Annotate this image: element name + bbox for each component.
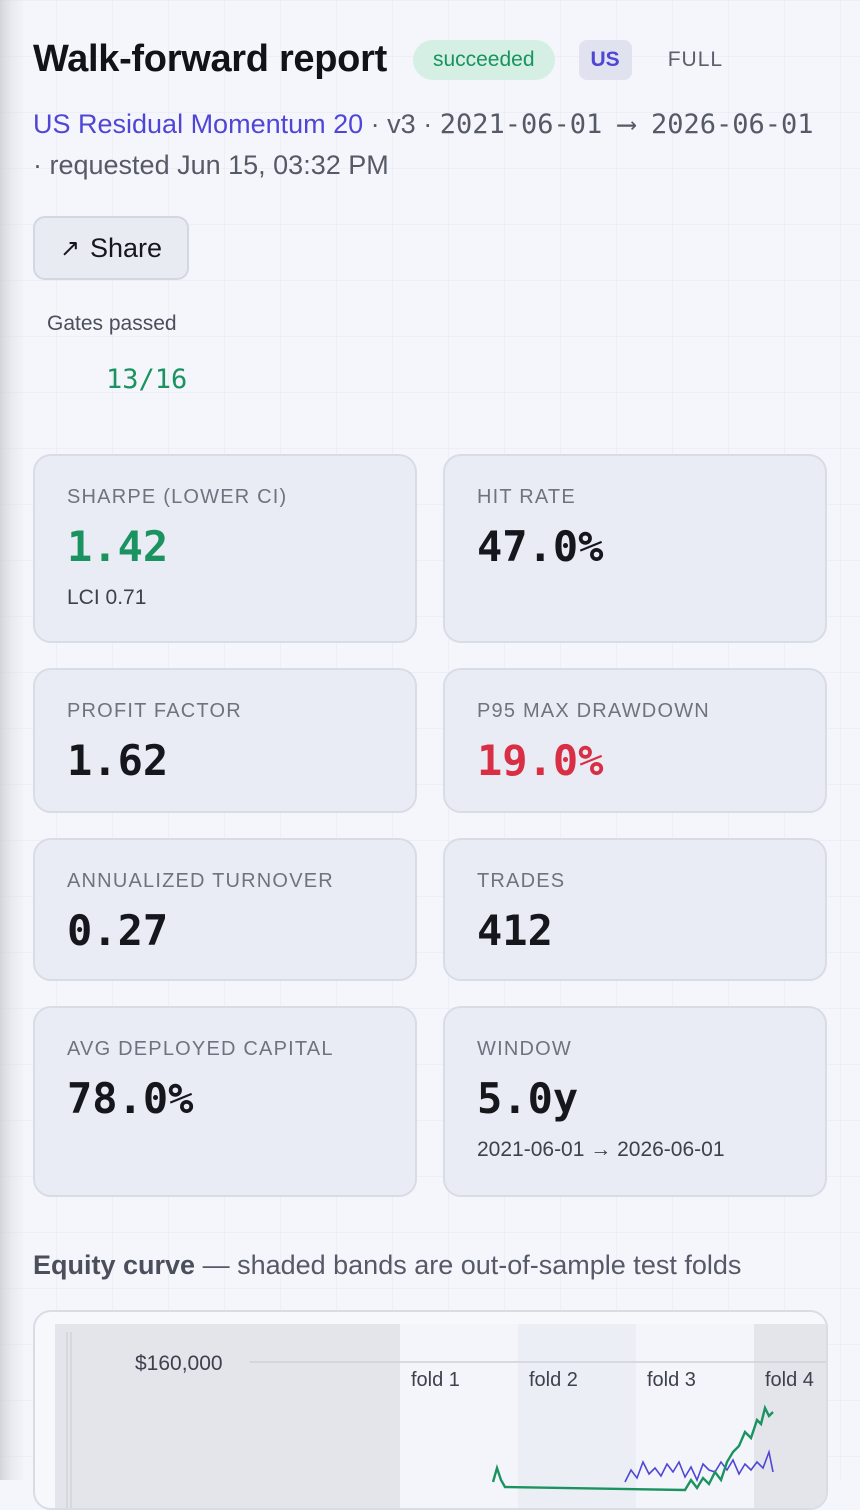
equity-curve-description: — shaded bands are out-of-sample test fo… xyxy=(195,1250,742,1280)
share-button-label: Share xyxy=(90,232,163,263)
fold-label: fold 1 xyxy=(411,1369,460,1391)
fold-label: fold 4 xyxy=(765,1369,814,1391)
metric-label: HIT RATE xyxy=(477,486,576,508)
metric-label: P95 MAX DRAWDOWN xyxy=(477,700,710,722)
gates-passed-label: Gates passed xyxy=(47,312,177,335)
status-badge: succeeded xyxy=(412,39,555,80)
benchmark-equity-line xyxy=(624,1449,774,1483)
report-header: Walk-forward report succeeded US FULL xyxy=(33,38,723,81)
metric-value: 78.0% xyxy=(67,1074,194,1123)
region-badge: US xyxy=(578,39,632,80)
metric-label: SHARPE (LOWER CI) xyxy=(67,486,288,508)
metric-card-trades: TRADES 412 xyxy=(443,838,827,981)
fold-band xyxy=(400,1324,518,1508)
mode-badge: FULL xyxy=(667,47,724,71)
share-button[interactable]: ↗ Share xyxy=(33,216,189,280)
fold-band xyxy=(518,1324,636,1508)
metric-sublabel: LCI 0.71 xyxy=(67,586,147,609)
metric-card-turnover: ANNUALIZED TURNOVER 0.27 xyxy=(33,838,417,981)
metric-value: 19.0% xyxy=(477,736,604,785)
in-sample-region xyxy=(55,1324,400,1508)
equity-curve-title: Equity curve xyxy=(33,1250,196,1280)
metric-card-profit-factor: PROFIT FACTOR 1.62 xyxy=(33,668,417,813)
date-range: 2021-06-01 ⟶ 2026-06-01 xyxy=(439,109,814,140)
fold-label: fold 2 xyxy=(529,1369,578,1391)
metric-value: 1.42 xyxy=(67,522,169,571)
metric-card-window: WINDOW 5.0y 2021-06-01 → 2026-06-01 xyxy=(443,1006,827,1197)
strategy-version: v3 xyxy=(387,109,416,139)
subtitle-separator: · xyxy=(415,109,440,139)
metric-card-deployed-capital: AVG DEPLOYED CAPITAL 78.0% xyxy=(33,1006,417,1197)
equity-curve-svg: $160,000 fold 1 fold 2 fold 3 fold 4 xyxy=(55,1324,826,1508)
page-title: Walk-forward report xyxy=(33,38,387,80)
arrow-up-right-icon: ↗ xyxy=(59,234,81,262)
metric-label: WINDOW xyxy=(477,1038,572,1060)
metric-value: 47.0% xyxy=(477,522,604,571)
metric-card-sharpe: SHARPE (LOWER CI) 1.42 LCI 0.71 xyxy=(33,454,417,643)
metric-label: TRADES xyxy=(477,870,566,892)
fold-band xyxy=(754,1324,826,1508)
strategy-link[interactable]: US Residual Momentum 20 xyxy=(33,109,364,139)
metric-value: 0.27 xyxy=(67,906,169,955)
metric-label: PROFIT FACTOR xyxy=(67,700,242,722)
equity-curve-heading: Equity curve — shaded bands are out-of-s… xyxy=(33,1250,741,1281)
fold-label: fold 3 xyxy=(647,1369,696,1391)
metric-card-hit-rate: HIT RATE 47.0% xyxy=(443,454,827,643)
page-edge-shade xyxy=(0,0,26,1480)
requested-timestamp: requested Jun 15, 03:32 PM xyxy=(49,150,389,180)
y-tick-label: $160,000 xyxy=(135,1352,223,1375)
metric-value: 1.62 xyxy=(67,736,169,785)
metric-card-max-drawdown: P95 MAX DRAWDOWN 19.0% xyxy=(443,668,827,813)
fold-band xyxy=(636,1324,754,1508)
subtitle-separator: · xyxy=(363,109,388,139)
metric-label: AVG DEPLOYED CAPITAL xyxy=(67,1038,334,1060)
gates-passed-value: 13/16 xyxy=(106,364,188,395)
subtitle-separator: · xyxy=(33,150,50,180)
metric-value: 5.0y xyxy=(477,1074,579,1123)
report-subtitle: US Residual Momentum 20 · v3 · 2021-06-0… xyxy=(33,104,823,185)
metric-label: ANNUALIZED TURNOVER xyxy=(67,870,334,892)
metric-value: 412 xyxy=(477,906,553,955)
metric-sublabel: 2021-06-01 → 2026-06-01 xyxy=(477,1138,725,1161)
equity-curve-chart: $160,000 fold 1 fold 2 fold 3 fold 4 xyxy=(33,1310,828,1510)
